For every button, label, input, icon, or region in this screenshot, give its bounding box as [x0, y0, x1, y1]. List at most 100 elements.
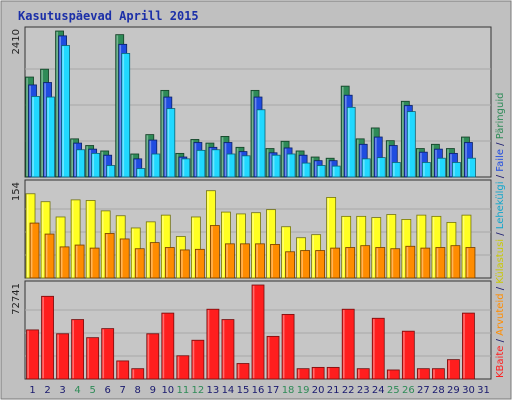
- bar-highlight: [314, 161, 317, 177]
- bar-lehekülgi-day-25: [391, 162, 401, 178]
- bar-highlight: [134, 159, 137, 177]
- day-label-22: 22: [342, 385, 355, 396]
- bar-arvuteid-day-23: [360, 245, 371, 279]
- bar-body: [256, 109, 266, 178]
- bar-highlight: [316, 251, 319, 278]
- bar-lehekülgi-day-4: [76, 149, 86, 178]
- bar-highlight: [406, 247, 409, 278]
- bar-highlight: [27, 330, 29, 379]
- legend-item-kbaite: KBaite: [495, 346, 506, 378]
- day-label-11: 11: [176, 385, 189, 396]
- bar-body: [450, 245, 461, 279]
- bar-kbaite-day-20: [311, 366, 325, 380]
- bar-body: [467, 157, 476, 178]
- bar-kbaite-day-5: [86, 337, 100, 380]
- bar-body: [86, 337, 100, 380]
- bar-arvuteid-day-13: [210, 225, 220, 279]
- bar-body: [194, 248, 205, 279]
- bar-highlight: [421, 248, 424, 278]
- bar-highlight: [373, 319, 375, 379]
- bar-lehekülgi-day-2: [46, 96, 55, 178]
- bar-kbaite-day-17: [266, 335, 280, 380]
- bar-body: [151, 153, 161, 178]
- bar-highlight: [74, 143, 77, 177]
- bar-kbaite-day-10: [161, 312, 175, 380]
- bar-body: [225, 243, 235, 279]
- bar-highlight: [29, 85, 31, 177]
- bar-highlight: [286, 252, 288, 278]
- bar-body: [164, 247, 175, 279]
- bar-highlight: [357, 139, 359, 177]
- bar-kbaite-day-28: [431, 368, 445, 380]
- panel-1: 2410: [11, 26, 492, 178]
- bar-body: [356, 368, 370, 380]
- bar-arvuteid-day-9: [149, 242, 160, 279]
- bar-arvuteid-day-21: [330, 247, 341, 279]
- bar-highlight: [59, 36, 61, 177]
- day-label-9: 9: [150, 385, 156, 396]
- bar-highlight: [254, 97, 257, 177]
- bar-body: [166, 108, 176, 178]
- bar-arvuteid-day-1: [29, 222, 40, 279]
- bar-kbaite-day-8: [131, 368, 145, 380]
- bar-body: [136, 168, 146, 178]
- bar-lehekülgi-day-13: [211, 149, 221, 178]
- bar-body: [386, 369, 400, 380]
- chart-panels: 2410 154 72741: [11, 26, 492, 380]
- legend-separator: /: [495, 336, 506, 346]
- bar-highlight: [297, 238, 299, 278]
- bar-body: [436, 157, 446, 178]
- day-label-10: 10: [161, 385, 174, 396]
- bar-highlight: [56, 31, 58, 177]
- bar-body: [435, 247, 446, 279]
- bar-body: [391, 162, 401, 178]
- bar-body: [61, 45, 70, 178]
- bar-highlight: [147, 222, 149, 278]
- day-label-17: 17: [267, 385, 280, 396]
- bar-highlight: [271, 245, 273, 278]
- day-label-15: 15: [237, 385, 250, 396]
- bar-kbaite-day-7: [116, 360, 130, 380]
- bar-lehekülgi-day-7: [121, 53, 131, 178]
- day-label-24: 24: [372, 385, 385, 396]
- bar-highlight: [164, 97, 167, 177]
- bar-body: [406, 111, 416, 178]
- bar-body: [89, 247, 100, 279]
- bar-highlight: [447, 223, 450, 278]
- bar-highlight: [117, 216, 119, 278]
- bar-highlight: [30, 223, 33, 278]
- bar-highlight: [237, 214, 239, 278]
- bar-lehekülgi-day-14: [226, 153, 236, 178]
- bar-highlight: [179, 157, 182, 177]
- bar-body: [331, 165, 341, 178]
- bar-highlight: [453, 163, 455, 177]
- day-label-12: 12: [192, 385, 205, 396]
- bar-kbaite-day-25: [386, 369, 400, 380]
- bar-highlight: [388, 370, 390, 379]
- bar-highlight: [423, 163, 425, 177]
- bar-highlight: [376, 248, 379, 278]
- bar-highlight: [297, 369, 300, 379]
- bar-body: [191, 339, 205, 380]
- bar-highlight: [252, 213, 254, 278]
- bar-highlight: [119, 45, 122, 177]
- bar-highlight: [26, 194, 29, 278]
- bar-lehekülgi-day-29: [452, 162, 461, 178]
- bar-highlight: [239, 152, 242, 177]
- bar-highlight: [89, 149, 92, 177]
- bar-highlight: [266, 149, 269, 177]
- bar-highlight: [282, 315, 285, 379]
- bar-highlight: [251, 91, 254, 177]
- bar-highlight: [332, 166, 335, 177]
- legend-separator: /: [495, 139, 506, 149]
- bar-body: [416, 368, 430, 380]
- bar-highlight: [90, 248, 93, 278]
- bar-body: [121, 53, 131, 178]
- legend-item-päringuid: Päringuid: [495, 93, 506, 140]
- bar-body: [210, 225, 220, 279]
- bar-body: [26, 329, 39, 380]
- bar-lehekülgi-day-19: [301, 162, 311, 178]
- bar-highlight: [327, 368, 330, 379]
- day-label-5: 5: [89, 385, 95, 396]
- bar-arvuteid-day-26: [405, 245, 416, 279]
